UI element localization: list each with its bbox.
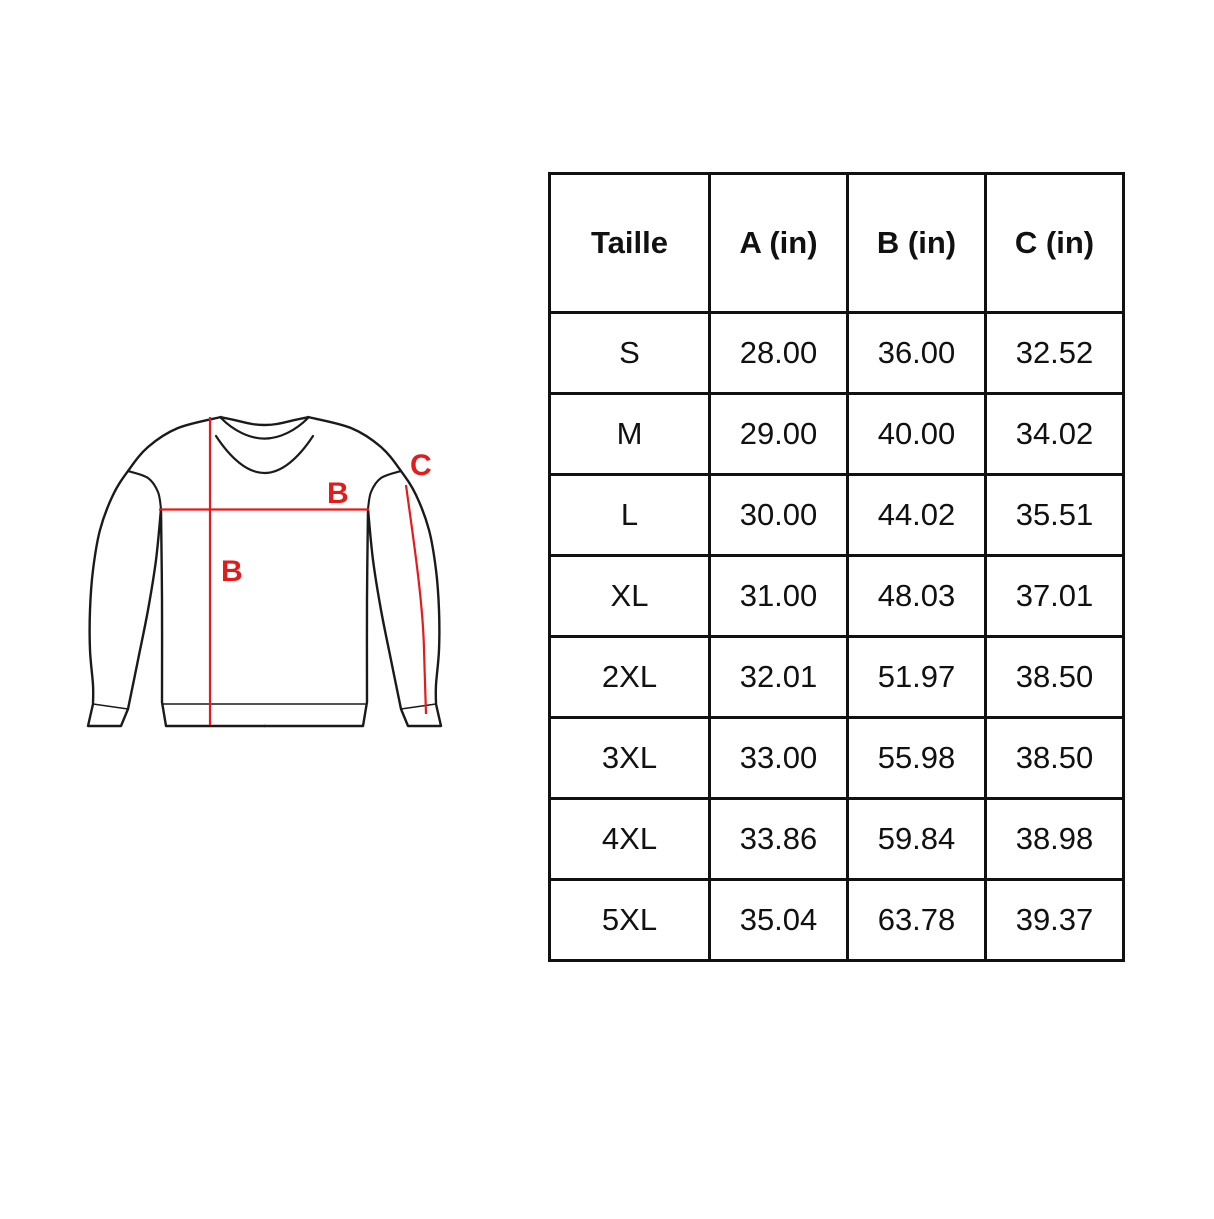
svg-text:B: B (221, 555, 243, 588)
svg-text:B: B (327, 477, 349, 510)
svg-text:C: C (410, 449, 432, 482)
